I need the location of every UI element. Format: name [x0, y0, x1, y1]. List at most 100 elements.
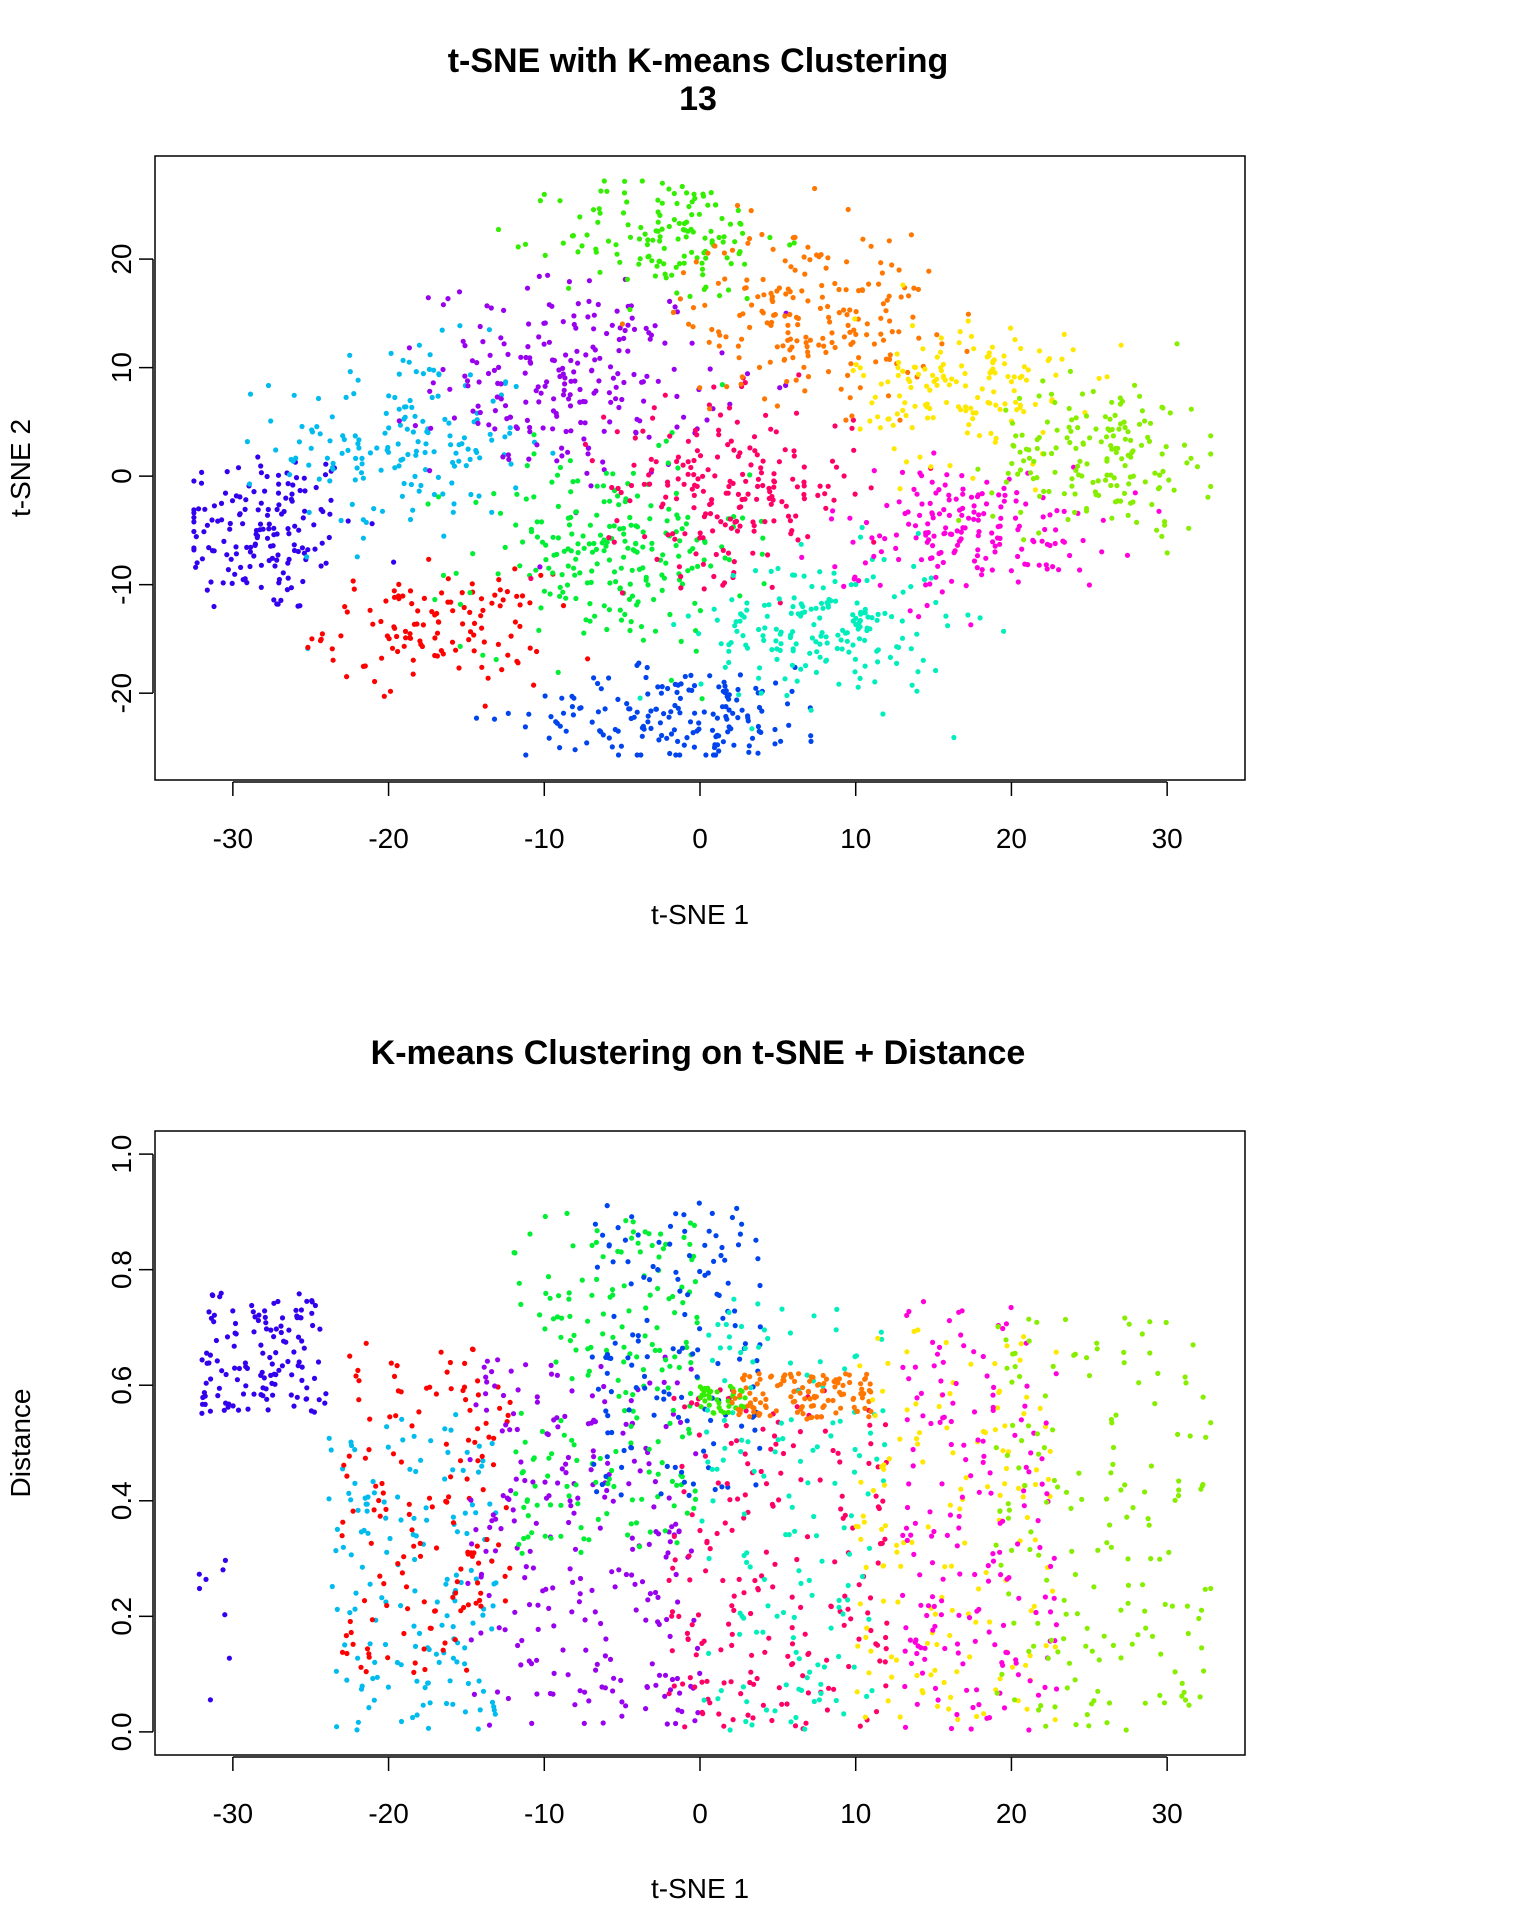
- plot1-point: [634, 709, 640, 715]
- plot1-point: [1080, 537, 1086, 544]
- plot1-point: [583, 617, 589, 623]
- plot1-point: [981, 510, 987, 517]
- plot1-point: [769, 296, 775, 302]
- plot2-point: [1026, 1648, 1032, 1654]
- plot2-point: [502, 1627, 508, 1633]
- plot2-point: [706, 1228, 712, 1234]
- plot2-point: [789, 1504, 795, 1510]
- plot2-point: [737, 1356, 743, 1362]
- plot1-point: [464, 378, 471, 384]
- plot2-point: [758, 1468, 764, 1475]
- plot2-point: [630, 1332, 636, 1338]
- plot2-point: [961, 1343, 967, 1349]
- plot1-point: [960, 505, 966, 511]
- plot1-point: [1010, 442, 1016, 448]
- plot2-point: [221, 1407, 227, 1413]
- plot1-point: [867, 418, 873, 424]
- plot2-point: [399, 1570, 405, 1576]
- plot2-point: [820, 1372, 826, 1379]
- plot2-point: [693, 1652, 699, 1658]
- plot2-point: [1003, 1321, 1010, 1327]
- plot2-point: [667, 1223, 674, 1229]
- plot1-point: [708, 228, 714, 234]
- plot2-point: [821, 1403, 827, 1409]
- plot1-point: [566, 522, 573, 528]
- plot1-point: [936, 511, 943, 517]
- plot1-point: [686, 321, 692, 327]
- plot1-point: [693, 648, 699, 654]
- plot2-point: [692, 1718, 698, 1724]
- plot1-point: [887, 654, 894, 661]
- plot1-point: [1112, 412, 1118, 418]
- plot1-point: [470, 551, 476, 557]
- plot1-point: [434, 630, 441, 636]
- plot1-point: [802, 609, 808, 615]
- plot1-point: [440, 491, 446, 497]
- plot1-point: [589, 719, 595, 725]
- plot2-point: [487, 1501, 493, 1507]
- plot2-point: [715, 1321, 721, 1328]
- plot1-point: [668, 677, 675, 683]
- plot2-point: [956, 1612, 962, 1618]
- plot2-point: [800, 1385, 806, 1391]
- plot2-point: [1042, 1393, 1048, 1399]
- plot1-point: [1098, 439, 1104, 445]
- plot2-point: [623, 1703, 629, 1709]
- plot1-point: [667, 750, 673, 757]
- plot2-point: [804, 1675, 810, 1681]
- plot2-point: [534, 1657, 540, 1663]
- plot1-point: [678, 573, 684, 580]
- plot1-point: [1105, 426, 1111, 432]
- plot2-point: [315, 1359, 322, 1365]
- plot1-point: [956, 517, 962, 524]
- plot1-point: [550, 570, 556, 576]
- plot2-point: [954, 1669, 960, 1675]
- plot2-point: [1000, 1518, 1006, 1524]
- plot1-point: [847, 515, 853, 521]
- plot2-point: [1037, 1544, 1043, 1551]
- plot2-point: [875, 1335, 881, 1341]
- plot2-point: [583, 1647, 589, 1653]
- plot2-point: [984, 1373, 990, 1379]
- plot1-point: [1167, 410, 1173, 416]
- plot1-point: [465, 446, 471, 452]
- plot1-point: [805, 244, 811, 250]
- plot2-point: [352, 1606, 358, 1612]
- plot1-point: [1044, 566, 1050, 572]
- plot2-point: [475, 1726, 481, 1732]
- plot1-point: [678, 638, 684, 645]
- plot2-point: [264, 1396, 270, 1402]
- plot1-point: [746, 749, 752, 755]
- plot2-point: [768, 1373, 775, 1379]
- plot1-point: [899, 469, 906, 475]
- plot2-point: [674, 1482, 680, 1488]
- plot1-point: [627, 306, 633, 313]
- plot2-point: [508, 1488, 514, 1494]
- plot1-point: [675, 705, 681, 711]
- plot2-point: [1076, 1470, 1082, 1476]
- plot1-point: [402, 628, 409, 635]
- plot2-point: [652, 1347, 658, 1353]
- plot1-point: [636, 236, 643, 242]
- plot1-point: [740, 471, 746, 477]
- plot1-point: [944, 472, 950, 478]
- plot1-point: [968, 622, 974, 628]
- plot1-point: [435, 494, 442, 500]
- plot2-point: [943, 1339, 949, 1346]
- plot2-point: [454, 1579, 460, 1585]
- plot2-point: [1208, 1585, 1214, 1592]
- plot1-point: [1075, 463, 1081, 469]
- plot2-point: [718, 1408, 724, 1414]
- plot1-point: [690, 730, 696, 736]
- plot1-point: [835, 632, 841, 638]
- plot1-point: [979, 491, 985, 497]
- plot1-point: [514, 425, 521, 431]
- plot2-point: [794, 1556, 800, 1563]
- plot2-point: [1145, 1516, 1151, 1522]
- plot2-point: [1048, 1563, 1054, 1569]
- plot1-point: [407, 516, 414, 523]
- plot2-point: [724, 1481, 730, 1487]
- plot1-point: [761, 602, 768, 608]
- plot1-point: [491, 367, 497, 373]
- plot2-point: [802, 1726, 808, 1732]
